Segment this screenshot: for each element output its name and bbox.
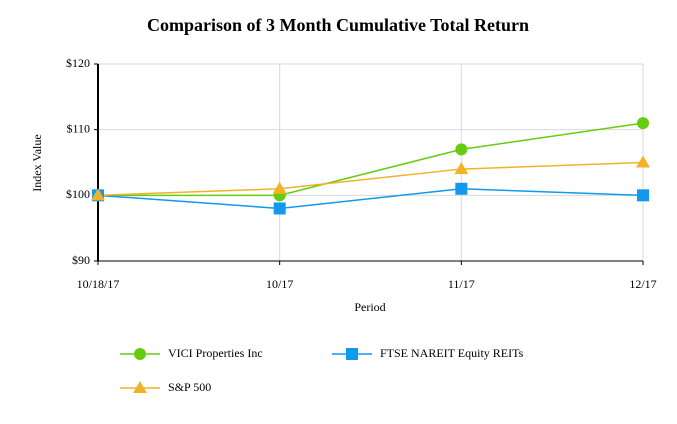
series-line [98, 122, 644, 197]
data-point [637, 117, 649, 130]
chart-title: Comparison of 3 Month Cumulative Total R… [147, 15, 529, 35]
data-point [636, 155, 650, 168]
y-tick-label: $100 [66, 187, 90, 201]
series-line [97, 188, 644, 210]
data-point [455, 143, 468, 156]
legend-label: VICI Properties Inc [168, 346, 263, 360]
y-tick-label: $120 [66, 56, 90, 70]
data-point [637, 189, 649, 202]
legend-marker [346, 348, 358, 360]
x-axis-title: Period [354, 300, 385, 314]
data-point [91, 188, 105, 201]
legend-label: FTSE NAREIT Equity REITs [380, 346, 524, 360]
data-point [272, 181, 287, 194]
legend-label: S&P 500 [168, 380, 211, 394]
x-tick-label: 11/17 [448, 277, 475, 291]
data-point [454, 162, 469, 175]
y-tick-label: $110 [66, 121, 90, 135]
data-point [273, 202, 286, 215]
y-tick-label: $90 [72, 253, 90, 267]
series-line [97, 161, 644, 197]
x-tick-label: 10/17 [266, 277, 293, 291]
legend-marker [134, 348, 146, 360]
y-axis-title: Index Value [30, 134, 44, 191]
x-tick-label: 12/17 [629, 277, 656, 291]
legend-marker [133, 381, 147, 393]
x-tick-label: 10/18/17 [77, 277, 120, 291]
data-point [455, 182, 468, 195]
